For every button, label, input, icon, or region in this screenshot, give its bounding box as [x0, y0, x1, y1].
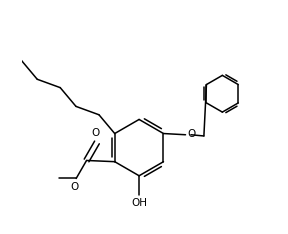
Text: O: O: [71, 182, 79, 192]
Text: OH: OH: [131, 198, 147, 208]
Text: O: O: [187, 129, 196, 139]
Text: O: O: [92, 128, 100, 138]
